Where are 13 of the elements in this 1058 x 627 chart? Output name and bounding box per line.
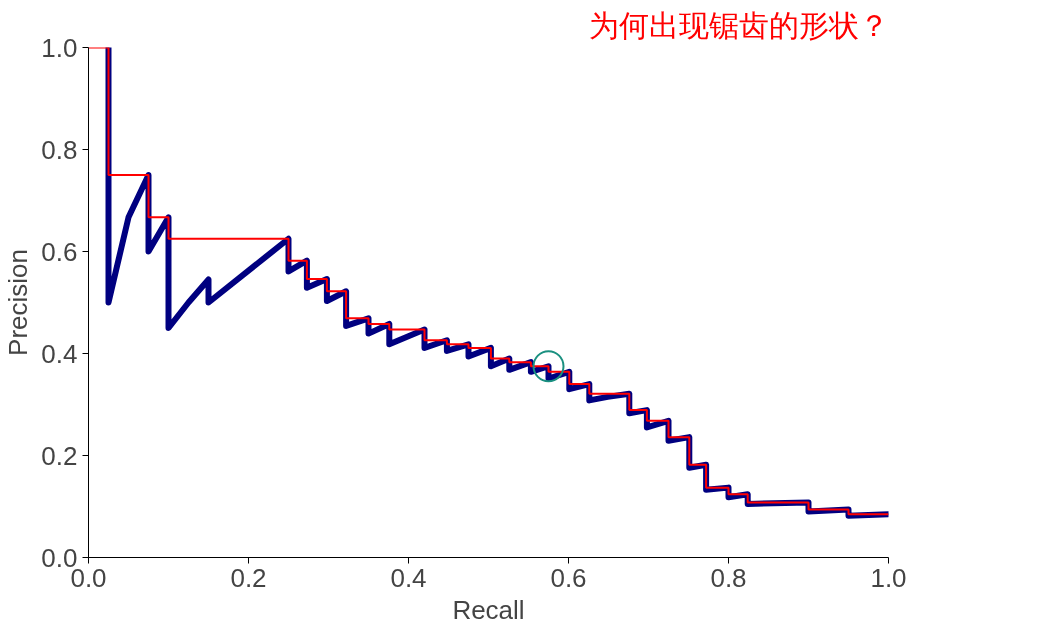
x-tick-label: 1.0 — [870, 562, 907, 593]
y-tick-label: 0.8 — [41, 134, 78, 165]
y-tick-label: 1.0 — [41, 32, 78, 63]
x-axis-title: Recall — [452, 594, 525, 625]
y-tick-label: 0.4 — [41, 338, 78, 369]
y-tick-label: 0.6 — [41, 236, 78, 267]
y-tick-label: 0.2 — [41, 440, 78, 471]
chart-title: 为何出现锯齿的形状？ — [588, 7, 889, 43]
x-tick-label: 0.2 — [230, 562, 267, 593]
x-tick-label: 0.6 — [550, 562, 587, 593]
x-tick-label: 0.4 — [390, 562, 427, 593]
y-axis-title: Precision — [3, 249, 34, 356]
x-tick-label: 0.8 — [710, 562, 747, 593]
